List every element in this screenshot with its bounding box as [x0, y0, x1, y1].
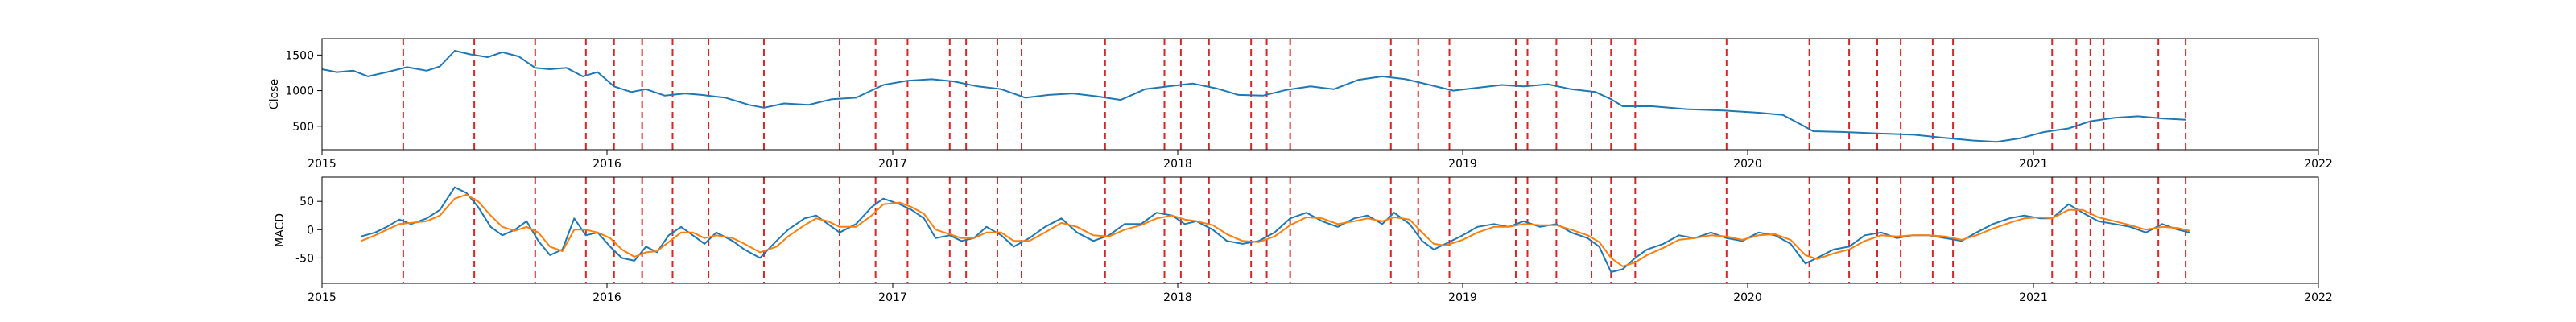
close-y-tick-label: 1500: [285, 49, 314, 62]
close-axes-frame: [321, 38, 2319, 151]
close-y-tick-label: 1000: [285, 85, 314, 98]
close-y-ticks: 500 1000 1500: [285, 49, 322, 134]
close-series: [321, 50, 2186, 143]
macd-x-tick-label: 2019: [1448, 291, 1477, 304]
macd-x-ticks: 2015 2016 2017 2018 2019 2020 2021 2022: [308, 283, 2333, 304]
panel-macd: 2015 2016 2017 2018 2019 2020 2021 2022 -50050 …: [274, 176, 2333, 304]
macd-y-tick-label: -50: [295, 252, 314, 265]
close-x-tick-label: 2022: [2304, 158, 2333, 171]
macd-series-line-1: [361, 193, 2190, 267]
macd-series: [361, 186, 2190, 273]
close-x-tick-label: 2018: [1163, 158, 1192, 171]
close-x-tick-label: 2015: [308, 158, 336, 171]
macd-series-line-0: [361, 186, 2190, 273]
macd-x-tick-label: 2016: [592, 291, 621, 304]
macd-x-tick-label: 2021: [2019, 291, 2048, 304]
close-vlines: [402, 39, 2187, 150]
close-x-tick-label: 2017: [878, 158, 907, 171]
macd-x-tick-label: 2015: [308, 291, 336, 304]
macd-x-tick-label: 2017: [878, 291, 907, 304]
macd-x-tick-label: 2020: [1733, 291, 1762, 304]
close-x-tick-label: 2019: [1448, 158, 1477, 171]
macd-x-tick-label: 2018: [1163, 291, 1192, 304]
close-x-tick-label: 2020: [1733, 158, 1762, 171]
macd-x-tick-label: 2022: [2304, 291, 2333, 304]
close-series-line-0: [321, 50, 2186, 143]
close-y-axis-label: Close: [268, 79, 281, 109]
panel-close: 2015 2016 2017 2018 2019 2020 2021 2022 500 1000…: [268, 38, 2333, 171]
macd-axes-frame: [321, 176, 2319, 284]
macd-y-tick-label: 50: [299, 196, 314, 208]
macd-y-tick-label: 0: [307, 224, 314, 237]
close-x-ticks: 2015 2016 2017 2018 2019 2020 2021 2022: [308, 150, 2333, 171]
close-y-tick-label: 500: [292, 121, 314, 134]
close-x-tick-label: 2021: [2019, 158, 2048, 171]
close-x-tick-label: 2016: [592, 158, 621, 171]
macd-y-axis-label: MACD: [274, 213, 287, 247]
macd-y-ticks: -50 0 50: [295, 196, 322, 265]
